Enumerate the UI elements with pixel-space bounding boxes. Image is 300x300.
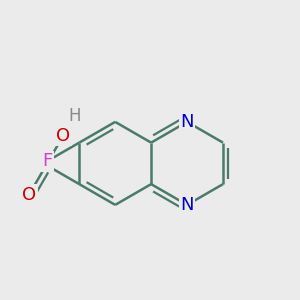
- Text: N: N: [180, 196, 194, 214]
- Text: F: F: [42, 152, 52, 170]
- Text: H: H: [68, 107, 81, 125]
- Text: O: O: [22, 185, 36, 203]
- Text: N: N: [180, 113, 194, 131]
- Text: O: O: [56, 127, 70, 145]
